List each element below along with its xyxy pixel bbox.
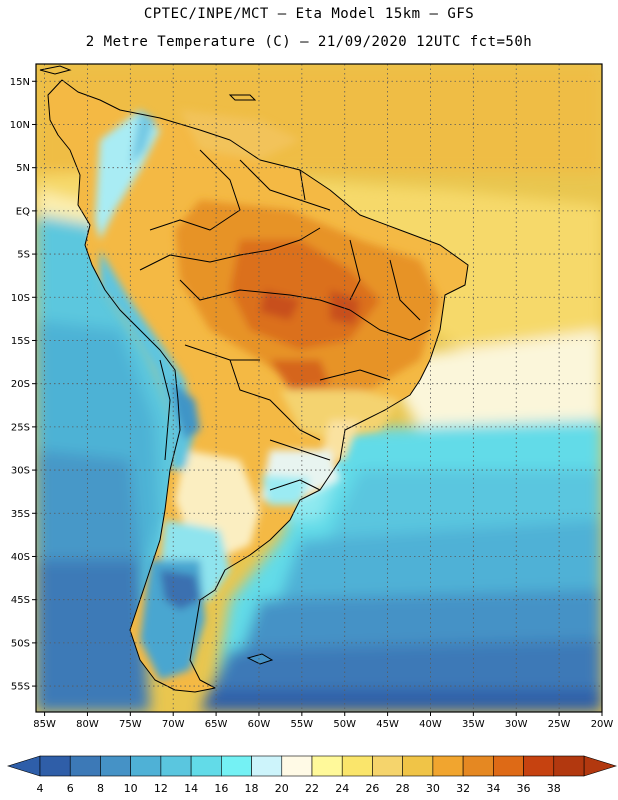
temperature-colorbar: 4 6 8 10 12 14 16 18 20 22 24 26 28 30 32 34 36 38 <box>6 755 618 795</box>
lon-tick-label: 80W <box>76 719 99 730</box>
colorbar-label: 26 <box>365 782 379 795</box>
colorbar-swatch <box>281 755 313 777</box>
colorbar-swatch <box>100 755 131 777</box>
colorbar-label: 24 <box>335 782 349 795</box>
map-frame <box>35 63 603 713</box>
lat-tick-label: 15N <box>10 77 30 88</box>
map-gridlines <box>36 64 602 712</box>
lat-tick-label: 5S <box>17 250 30 261</box>
colorbar-label: 22 <box>305 782 319 795</box>
colorbar-label: 20 <box>275 782 289 795</box>
map-title-line1: CPTEC/INPE/MCT – Eta Model 15km – GFS <box>143 6 475 22</box>
lon-tick-label: 65W <box>205 719 228 730</box>
colorbar-swatch <box>190 755 222 777</box>
map-field <box>36 64 602 712</box>
colorbar-swatch <box>493 755 524 777</box>
lon-tick-label: 35W <box>462 719 485 730</box>
colorbar-label: 12 <box>154 782 168 795</box>
continent-south-america <box>48 80 468 692</box>
lat-tick-label: 10N <box>10 120 30 131</box>
lon-tick-label: 70W <box>162 719 185 730</box>
colorbar-label: 10 <box>124 782 138 795</box>
colorbar-label: 16 <box>214 782 228 795</box>
lat-tick-label: EQ <box>16 206 30 217</box>
lon-tick-label: 20W <box>591 719 614 730</box>
colorbar-min-arrow <box>6 755 41 777</box>
lat-tick-label: 35S <box>11 509 30 520</box>
lat-tick-label: 30S <box>11 466 30 477</box>
lon-tick-label: 25W <box>548 719 571 730</box>
colorbar-swatch <box>432 755 464 777</box>
colorbar-swatch <box>69 755 101 777</box>
colorbar-label: 4 <box>37 782 44 795</box>
colorbar-label: 6 <box>67 782 74 795</box>
lat-tick-label: 50S <box>11 638 30 649</box>
lat-tick-label: 20S <box>11 379 30 390</box>
lon-tick-label: 30W <box>505 719 528 730</box>
colorbar-swatch <box>311 755 343 777</box>
lon-tick-label: 55W <box>291 719 314 730</box>
colorbar-swatch <box>221 755 252 777</box>
colorbar-swatch <box>402 755 434 777</box>
colorbar-max-arrow <box>583 755 618 777</box>
lat-tick-label: 5N <box>16 163 30 174</box>
lon-tick-label: 75W <box>119 719 142 730</box>
colorbar-label: 32 <box>456 782 470 795</box>
colorbar-label: 30 <box>426 782 440 795</box>
colorbar-label: 34 <box>486 782 500 795</box>
colorbar-swatch <box>341 755 373 777</box>
colorbar-label: 8 <box>97 782 104 795</box>
lon-tick-label: 45W <box>376 719 399 730</box>
colorbar-label: 36 <box>517 782 531 795</box>
colorbar-swatch <box>462 755 494 777</box>
lon-tick-label: 40W <box>419 719 442 730</box>
colorbar-label: 14 <box>184 782 198 795</box>
map-title-line2: 2 Metre Temperature (C) – 21/09/2020 12U… <box>85 34 533 50</box>
colorbar-label: 18 <box>245 782 259 795</box>
colorbar-label: 28 <box>396 782 410 795</box>
lon-tick-label: 60W <box>248 719 271 730</box>
colorbar-swatch <box>130 755 162 777</box>
lat-tick-label: 25S <box>11 422 30 433</box>
lon-tick-label: 85W <box>33 719 56 730</box>
lat-tick-label: 45S <box>11 595 30 606</box>
colorbar-swatch <box>523 755 555 777</box>
colorbar-swatch <box>372 755 403 777</box>
lat-tick-label: 15S <box>11 336 30 347</box>
colorbar-swatch <box>39 755 71 777</box>
colorbar-swatch <box>251 755 283 777</box>
lat-tick-label: 40S <box>11 552 30 563</box>
lat-tick-label: 55S <box>11 682 30 693</box>
colorbar-swatch <box>553 755 585 777</box>
colorbar-swatch <box>160 755 192 777</box>
colorbar-label: 38 <box>547 782 561 795</box>
country-borders <box>47 79 469 693</box>
lon-tick-label: 50W <box>333 719 356 730</box>
lat-tick-label: 10S <box>11 293 30 304</box>
